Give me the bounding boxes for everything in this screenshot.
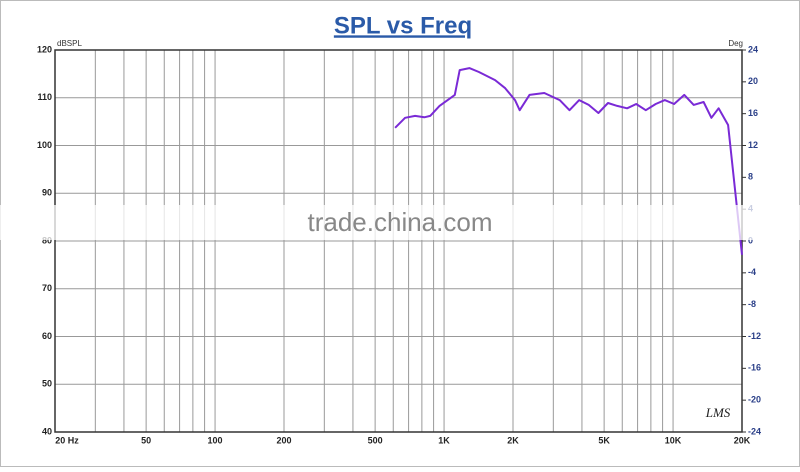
spl-line (394, 67, 743, 255)
y2-tick-label: 8 (748, 172, 753, 182)
x-tick-label: 20K (734, 435, 751, 445)
x-tick-label: 200 (276, 435, 291, 445)
y2-tick-label: -4 (748, 267, 756, 277)
y-tick-label: 120 (37, 44, 52, 54)
y2-tick-label: -24 (748, 426, 761, 436)
watermark-band (0, 205, 800, 240)
y-tick-label: 60 (42, 331, 52, 341)
x-tick-label: 1K (438, 435, 450, 445)
x-tick-label: 500 (368, 435, 383, 445)
plot-border (54, 49, 743, 433)
x-tick-label: 10K (665, 435, 682, 445)
y2-tick-label: 12 (748, 140, 758, 150)
y2-tick-label: -12 (748, 331, 761, 341)
y2-tick-label: 24 (748, 44, 758, 54)
y2-tick-label: 0 (748, 235, 753, 245)
y-tick-label: 100 (37, 140, 52, 150)
chart-title: SPL vs Freq (334, 12, 472, 39)
y2-tick-label: 16 (748, 108, 758, 118)
y-tick-label: 70 (42, 283, 52, 293)
y2-tick-label: -20 (748, 395, 761, 405)
y2-tick-label: 20 (748, 76, 758, 86)
y2-tick-label: -8 (748, 299, 756, 309)
y-tick-label: 50 (42, 379, 52, 389)
x-tick-label: 50 (141, 435, 151, 445)
logo: LMS (705, 405, 731, 420)
y-tick-label: 90 (42, 188, 52, 198)
y-axis-label: dBSPL (57, 39, 82, 48)
y2-axis-label: Deg (728, 39, 743, 48)
y-tick-label: 40 (42, 426, 52, 436)
x-tick-label: 2K (507, 435, 519, 445)
y-tick-label: 110 (37, 92, 52, 102)
x-tick-label: 20 Hz (55, 435, 79, 445)
y2-tick-label: -16 (748, 363, 761, 373)
y-tick-label: 80 (42, 235, 52, 245)
x-tick-label: 5K (598, 435, 610, 445)
x-tick-label: 100 (208, 435, 223, 445)
watermark: trade.china.com (308, 207, 493, 237)
